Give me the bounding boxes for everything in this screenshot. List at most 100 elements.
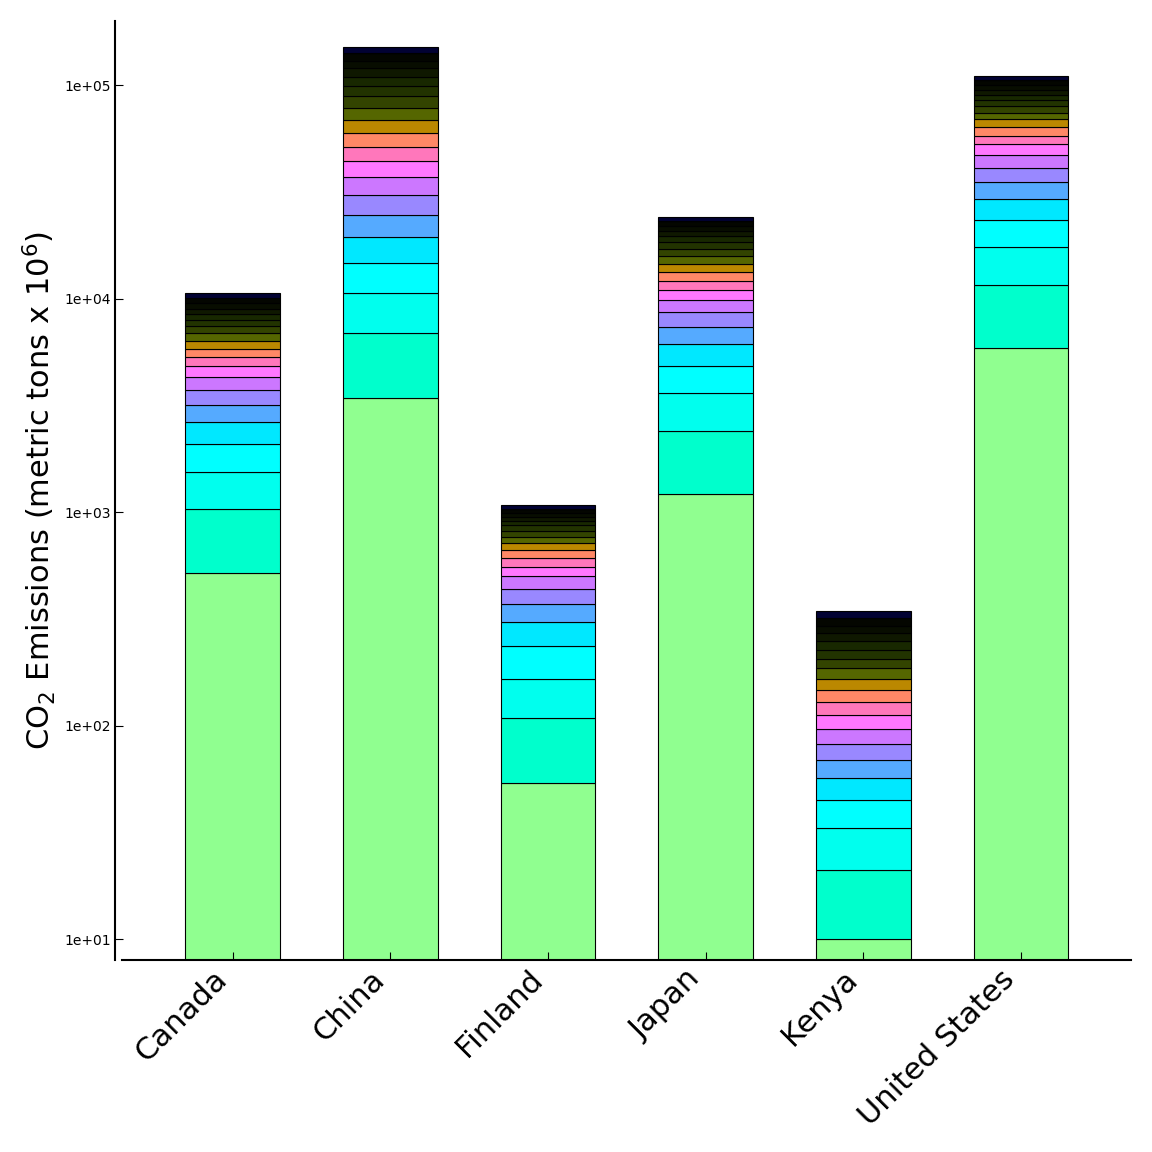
Bar [816,939,910,1152]
Bar [501,508,596,513]
Bar [658,256,753,264]
Bar [973,113,1068,120]
Bar [185,377,280,391]
Bar [343,263,438,294]
Bar [973,76,1068,81]
Bar [185,357,280,366]
Bar [973,199,1068,220]
Bar [343,294,438,333]
Bar [501,525,596,531]
Bar [658,226,753,230]
Bar [658,289,753,300]
Bar [816,641,910,650]
Bar [185,320,280,326]
Bar [816,619,910,626]
Bar [658,281,753,289]
Bar [343,53,438,61]
Bar [185,309,280,314]
Bar [658,242,753,249]
Bar [501,513,596,517]
Bar [343,61,438,68]
Bar [501,559,596,567]
Bar [658,272,753,281]
Bar [501,622,596,645]
Bar [501,567,596,576]
Bar [973,144,1068,156]
Bar [658,344,753,365]
Bar [501,537,596,543]
Bar [816,626,910,634]
Bar [816,702,910,715]
Bar [185,444,280,471]
Bar [185,298,280,303]
Bar [973,85,1068,90]
Bar [501,718,596,782]
Bar [501,521,596,525]
Bar [501,576,596,590]
Bar [343,68,438,77]
Bar [816,715,910,729]
Bar [973,94,1068,100]
Bar [816,729,910,744]
Bar [658,221,753,226]
Bar [501,543,596,550]
Bar [185,423,280,444]
Bar [973,120,1068,127]
Bar [501,782,596,1152]
Bar [343,77,438,86]
Bar [973,156,1068,167]
Bar [658,264,753,272]
Bar [973,285,1068,348]
Bar [185,341,280,349]
Bar [343,237,438,263]
Bar [343,107,438,120]
Bar [185,509,280,573]
Bar [501,550,596,559]
Bar [185,293,280,298]
Bar [973,100,1068,106]
Bar [343,399,438,1152]
Bar [343,195,438,214]
Bar [343,86,438,97]
Bar [343,147,438,161]
Bar [185,333,280,341]
Bar [973,348,1068,1152]
Bar [816,760,910,778]
Bar [343,161,438,177]
Bar [658,365,753,393]
Bar [185,573,280,1152]
Bar [185,366,280,377]
Bar [816,612,910,619]
Bar [973,167,1068,182]
Bar [343,333,438,399]
Bar [816,744,910,760]
Bar [973,81,1068,85]
Bar [501,517,596,521]
Y-axis label: CO$_2$ Emissions (metric tons x 10$^6$): CO$_2$ Emissions (metric tons x 10$^6$) [21,230,59,750]
Bar [658,327,753,344]
Bar [973,182,1068,199]
Bar [658,393,753,431]
Bar [658,217,753,221]
Bar [816,650,910,659]
Bar [185,391,280,404]
Bar [185,303,280,309]
Bar [501,605,596,622]
Bar [185,314,280,320]
Bar [185,404,280,423]
Bar [658,494,753,1152]
Bar [816,799,910,828]
Bar [973,127,1068,136]
Bar [973,136,1068,144]
Bar [343,132,438,147]
Bar [658,300,753,312]
Bar [343,47,438,53]
Bar [658,230,753,236]
Bar [185,349,280,357]
Bar [973,247,1068,285]
Bar [816,668,910,679]
Bar [658,236,753,242]
Bar [501,531,596,537]
Bar [658,431,753,494]
Bar [343,97,438,107]
